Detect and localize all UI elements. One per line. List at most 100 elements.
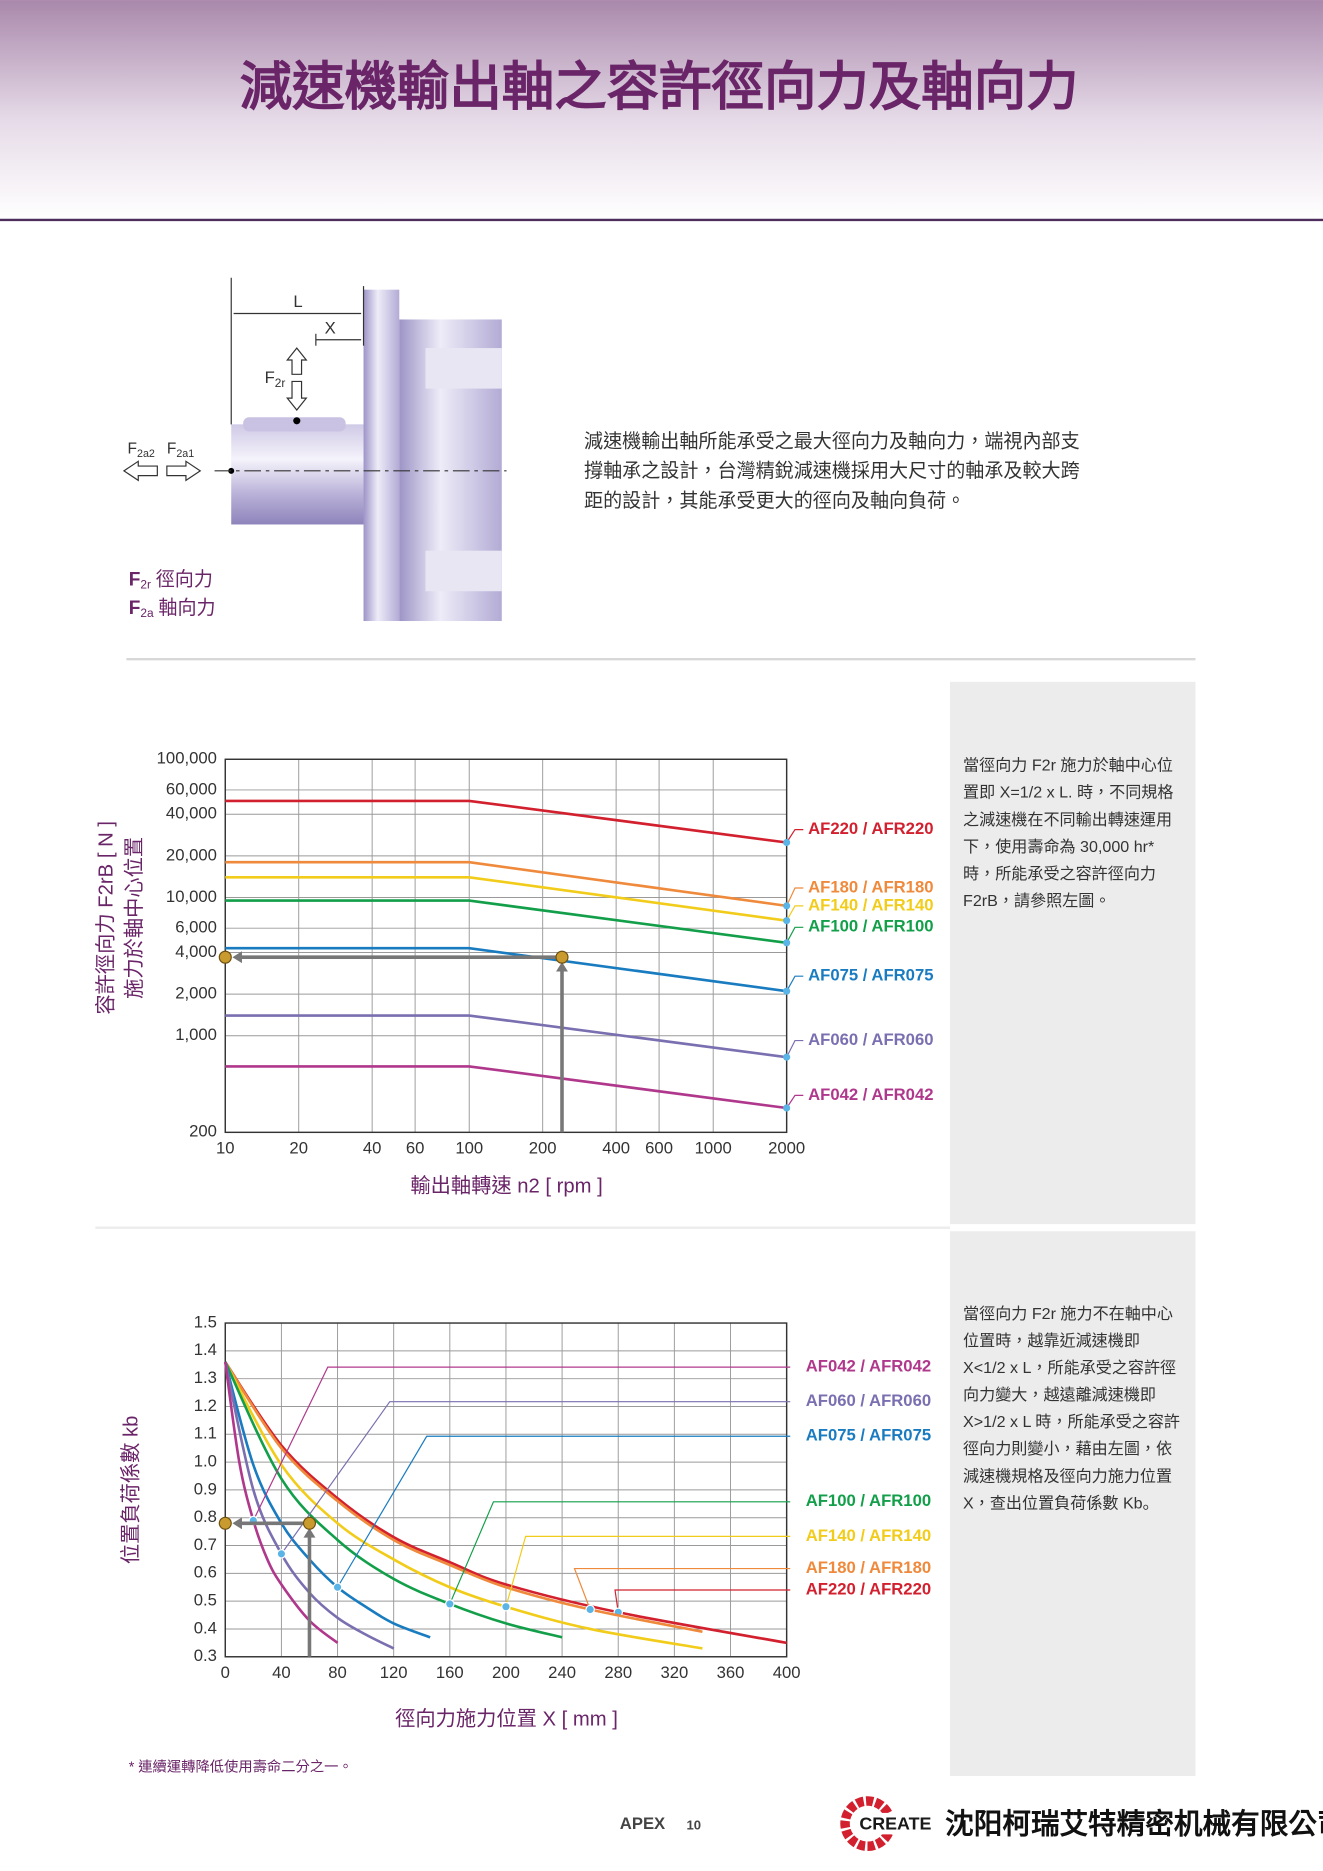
header-band [0,0,1323,220]
force-subscript: 2a1 [176,448,194,460]
legend-label: AF075 / AFR075 [806,1426,931,1445]
page-title: 減速機輸出軸之容許徑向力及軸向力 [240,58,1079,116]
y-tick-label: 40,000 [166,804,217,823]
company-name: 沈阳柯瑞艾特精密机械有限公司 [945,1808,1323,1841]
note-line: 之減速機在不同輸出轉速運用 [963,811,1172,829]
force-point [293,417,301,425]
x-tick-label: 100 [455,1138,483,1157]
series-line [223,1361,395,1650]
y-tick-label: 0.4 [194,1618,217,1637]
force-subscript: 2r [140,577,151,591]
leader-line [614,1589,791,1613]
leader-dot [783,902,791,910]
series-line [225,946,787,993]
leader-dot [783,987,791,995]
example-arrowhead [303,1528,316,1538]
logo-text: CREATE [859,1814,931,1834]
leader-line [786,975,804,992]
legend-label: AF220 / AFR220 [806,1579,931,1598]
y-tick-label: 0.5 [194,1591,217,1610]
y-tick-label: 100,000 [157,749,217,768]
leader-dot [445,1599,455,1609]
legend-text: 軸向力 [158,597,215,619]
leader-line [786,887,804,907]
force-symbol: F [129,570,141,591]
x-tick-label: 0 [221,1663,230,1682]
shaft [231,424,364,525]
x-tick-label: 160 [436,1663,464,1682]
legend-entry: F2r 徑向力 [129,569,213,592]
x-tick-label: 240 [548,1663,576,1682]
x-tick-label: 280 [604,1663,632,1682]
example-arrowhead [232,951,242,964]
force-symbol: F [265,368,275,387]
legend-label: AF220 / AFR220 [808,819,933,838]
note-line: 置即 X=1/2 x L. 時，不同規格 [963,784,1173,802]
legend-label: AF060 / AFR060 [806,1391,931,1410]
plot-area [225,759,787,1133]
arrow [286,380,308,412]
force-symbol: F [128,440,137,457]
example-point [218,950,232,964]
force-subscript: 2a2 [137,448,155,460]
note-line: 位置時，越靠近減速機即 [963,1332,1140,1350]
force-label: F2r [265,368,286,390]
sidebar [949,1231,1196,1776]
flange-recess [425,550,502,592]
shaft-diagram: L X F2r F2a2 F2a1 F2r 徑向力 F2a 軸向力 [122,277,507,622]
note-line: 當徑向力 F2r 施力不在軸中心 [963,1305,1173,1323]
y-tick-label: 1.1 [194,1424,217,1443]
x-tick-label: 80 [328,1663,347,1682]
leader-line [337,1435,791,1588]
y-tick-label: 1.0 [194,1452,217,1471]
page-number: 10 [687,1817,702,1832]
note-line: X<1/2 x L，所能承受之容許徑 [963,1359,1176,1377]
legend-entry: F2a 軸向力 [129,597,216,620]
series-line [225,875,787,922]
series-line [224,1361,563,1639]
y-axis-title: 容許徑向力 F2rB [ N ] [95,821,118,1015]
legend-label: AF180 / AFR180 [806,1558,931,1577]
note-line: X，查出位置負荷係數 Kb。 [963,1493,1159,1512]
intro-line: 減速機輸出軸所能承受之最大徑向力及軸向力，端視內部支 [584,430,1080,452]
arrow [166,460,202,482]
example-arrowhead [232,1517,242,1530]
dimension-label: X [325,318,336,337]
x-tick-label: 320 [660,1663,688,1682]
y-tick-label: 10,000 [166,887,217,906]
x-tick-label: 1000 [695,1138,732,1157]
x-axis-title: 輸出軸轉速 n2 [ rpm ] [410,1175,602,1198]
legend-label: AF075 / AFR075 [808,966,933,985]
example-point [218,1516,232,1530]
note-line: 當徑向力 F2r 施力於軸中心位 [963,757,1173,775]
x-tick-label: 360 [717,1663,745,1682]
x-tick-label: 10 [216,1138,235,1157]
force-subscript: 2r [275,376,286,390]
force-subscript: 2a [140,606,154,620]
note-line: 徑向力則變小，藉由左圖，依 [963,1440,1172,1458]
example-arrowhead [556,961,568,972]
dimension-label: L [293,292,302,311]
note-line: X>1/2 x L 時，所能承受之容許 [963,1413,1180,1431]
plot-frame [224,1322,788,1658]
leader-line [786,1039,804,1058]
footnote: * 連續運轉降低使用壽命二分之一。 [129,1757,353,1775]
force-label: F2a2 [128,440,155,460]
y-tick-label: 4,000 [175,942,217,961]
x-tick-label: 400 [773,1663,801,1682]
force-symbol: F [129,598,141,619]
x-tick-label: 60 [406,1138,425,1157]
leader-line [252,1366,791,1521]
legend-label: AF180 / AFR180 [808,877,933,896]
x-tick-label: 600 [645,1138,673,1157]
x-tick-label: 20 [289,1138,308,1157]
note-line: 向力變大，越遠離減速機即 [963,1386,1156,1404]
leader-line [786,829,804,843]
leader-line [449,1501,791,1605]
leader-line [786,926,804,944]
note-line: 下，使用壽命為 30,000 hr* [963,838,1154,856]
x-tick-label: 400 [602,1138,630,1157]
leader-line [573,1567,791,1610]
legend-label: AF140 / AFR140 [808,895,933,914]
